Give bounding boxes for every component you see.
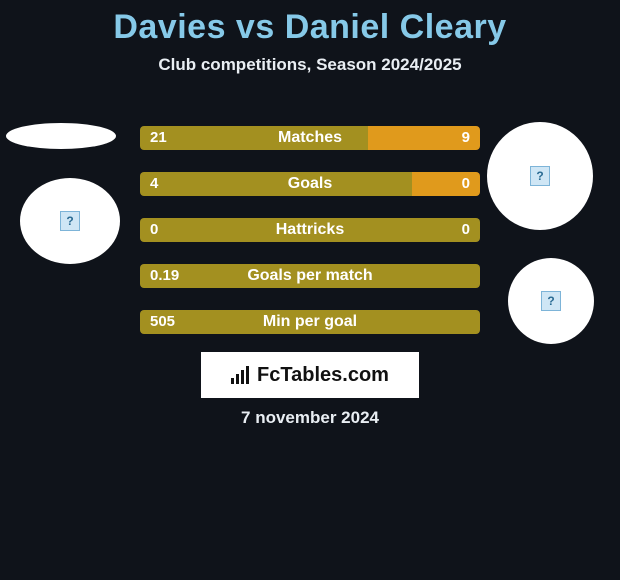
player-avatar-placeholder: ? [20, 178, 120, 264]
page-title: Davies vs Daniel Cleary [0, 0, 620, 47]
placeholder-icon: ? [541, 291, 561, 311]
bar-left [140, 126, 368, 150]
placeholder-icon: ? [60, 211, 80, 231]
bar-right [412, 172, 480, 196]
stat-row: Goals40 [140, 172, 480, 196]
stat-row: Min per goal505 [140, 310, 480, 334]
logo-box: FcTables.com [201, 352, 419, 398]
bar-left [140, 172, 412, 196]
player-avatar-placeholder: ? [508, 258, 594, 344]
logo: FcTables.com [231, 364, 389, 387]
player-avatar-placeholder: ? [487, 122, 593, 230]
bar-left [140, 264, 480, 288]
logo-bars-icon [231, 366, 249, 384]
date-line: 7 november 2024 [0, 408, 620, 428]
subtitle: Club competitions, Season 2024/2025 [0, 55, 620, 75]
bar-left [140, 310, 480, 334]
bar-right [368, 126, 480, 150]
comparison-chart: Matches219 Goals40 Hattricks00 Goals per ma… [140, 126, 480, 356]
bar-left [140, 218, 480, 242]
stat-row: Matches219 [140, 126, 480, 150]
logo-text: FcTables.com [257, 364, 389, 387]
placeholder-icon: ? [530, 166, 550, 186]
stat-row: Hattricks00 [140, 218, 480, 242]
stat-row: Goals per match0.19 [140, 264, 480, 288]
player-avatar-placeholder [6, 123, 116, 149]
